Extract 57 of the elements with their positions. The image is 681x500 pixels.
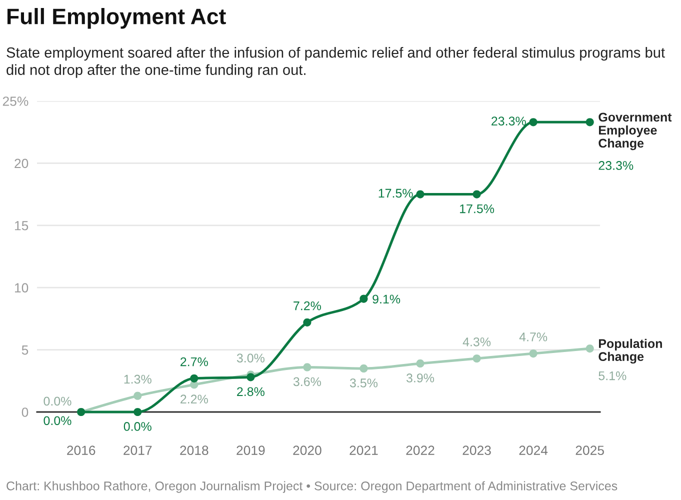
data-label: 23.3% — [492, 116, 526, 126]
chart-subtitle: State employment soared after the infusion of pandemic relief and other federal stimulus programs but did not drop after the one-time funding ran out. — [6, 47, 665, 78]
point — [586, 118, 594, 126]
data-label: 3.5% — [350, 378, 378, 388]
x-tick-label: 2017 — [124, 446, 152, 456]
data-label: 23.3% — [598, 161, 634, 170]
point — [360, 364, 368, 373]
data-label: 3.9% — [406, 374, 434, 382]
point — [472, 354, 481, 363]
point — [529, 349, 538, 358]
x-tick-label: 2022 — [406, 446, 434, 456]
text: Chart: Khushboo Rathore, Oregon Journalism Project • Source: Oregon Department of Administrative Services — [6, 481, 618, 493]
data-label: 3.0% — [236, 354, 264, 362]
x-tick-label: 2016 — [67, 446, 96, 456]
data-label: 0.0% — [44, 396, 72, 406]
series-label: Population Change — [598, 338, 662, 364]
point — [190, 374, 198, 382]
data-label: 4.3% — [462, 337, 491, 346]
x-tick-label: 2019 — [236, 446, 265, 456]
point — [303, 318, 312, 326]
x-tick-label: 2018 — [180, 446, 208, 456]
chart-title: Full Employment Act — [7, 8, 226, 29]
data-label: 9.1% — [372, 294, 400, 304]
point — [416, 359, 424, 368]
y-tick-label: 15 — [15, 221, 28, 230]
point — [529, 118, 538, 126]
y-tick-label: 10 — [15, 283, 28, 293]
point — [360, 294, 368, 303]
data-label: 4.7% — [519, 332, 548, 342]
data-label: 0.0% — [44, 416, 72, 426]
x-tick-label: 2025 — [576, 446, 604, 456]
data-label: 17.5% — [378, 188, 413, 198]
point — [134, 392, 142, 400]
data-label: 1.3% — [124, 374, 152, 384]
point — [134, 408, 142, 416]
point — [303, 363, 312, 372]
data-label: 0.0% — [124, 422, 152, 431]
data-label: 3.6% — [293, 377, 321, 386]
data-label: 17.5% — [460, 204, 494, 214]
point — [246, 373, 255, 382]
data-label: 2.8% — [237, 387, 264, 396]
data-label: 5.1% — [598, 371, 626, 380]
x-tick-label: 2024 — [519, 446, 548, 456]
data-label: 2.7% — [180, 357, 208, 366]
y-tick-label: 25% — [2, 96, 28, 106]
y-tick-label: 0 — [22, 408, 28, 417]
y-tick-label: 20 — [14, 158, 28, 168]
point — [416, 190, 424, 198]
series-label: Government Employee Change — [598, 112, 672, 150]
data-label: 7.2% — [294, 301, 321, 310]
point — [586, 344, 594, 353]
x-tick-label: 2021 — [350, 446, 378, 456]
x-tick-label: 2020 — [293, 446, 322, 456]
data-label: 2.2% — [180, 394, 208, 404]
y-tick-label: 5 — [22, 346, 28, 355]
point — [472, 190, 481, 198]
x-tick-label: 2023 — [462, 446, 491, 456]
